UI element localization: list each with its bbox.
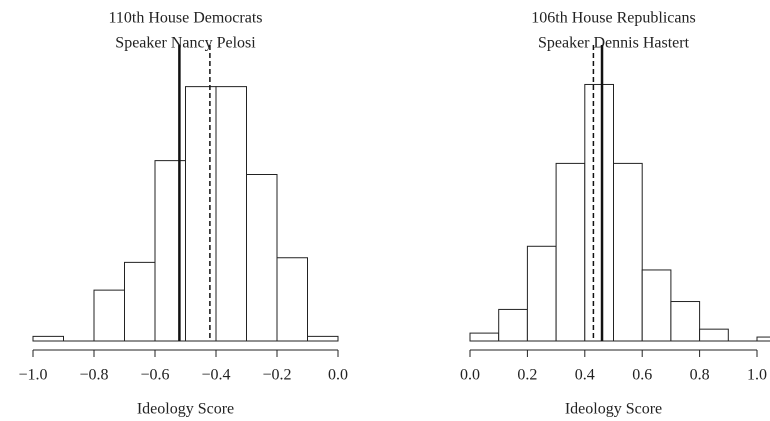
x-tick-label: −0.6 (140, 367, 169, 384)
chart-title: 106th House Republicans (531, 10, 695, 27)
bar (756, 336, 770, 342)
bar (32, 335, 64, 342)
bar (670, 301, 701, 342)
x-tick-label: −1.0 (18, 367, 47, 384)
x-axis-label: Ideology Score (565, 401, 662, 418)
x-tick-label: −0.2 (262, 367, 291, 384)
bar (641, 269, 672, 342)
bar (307, 335, 339, 342)
x-tick-label: 0.0 (328, 367, 348, 384)
x-tick-label: 1.0 (747, 367, 767, 384)
x-axis-label: Ideology Score (137, 401, 234, 418)
x-tick-label: 0.6 (632, 367, 652, 384)
bar (526, 245, 557, 342)
bar (246, 174, 278, 342)
bar (699, 328, 729, 342)
bar (498, 308, 528, 342)
bar (584, 83, 614, 342)
chart-title: 110th House Democrats (108, 10, 262, 27)
bar (469, 332, 500, 342)
chart-subtitle: Speaker Nancy Pelosi (115, 35, 256, 52)
bar (154, 160, 186, 342)
chart-subtitle: Speaker Dennis Hastert (538, 35, 690, 52)
bar (93, 289, 125, 342)
bar (555, 162, 586, 342)
bar (613, 162, 643, 342)
x-tick-label: 0.8 (690, 367, 710, 384)
charts: 110th House Democrats Speaker Nancy Pelos… (18, 10, 770, 418)
x-tick-label: 0.2 (517, 367, 537, 384)
x-tick-label: 0.0 (460, 367, 480, 384)
bar (124, 261, 156, 342)
bar (185, 86, 217, 342)
bar (215, 86, 247, 342)
bar (276, 257, 308, 342)
x-tick-label: −0.4 (201, 367, 230, 384)
x-tick-label: 0.4 (575, 367, 595, 384)
x-tick-label: −0.8 (79, 367, 108, 384)
